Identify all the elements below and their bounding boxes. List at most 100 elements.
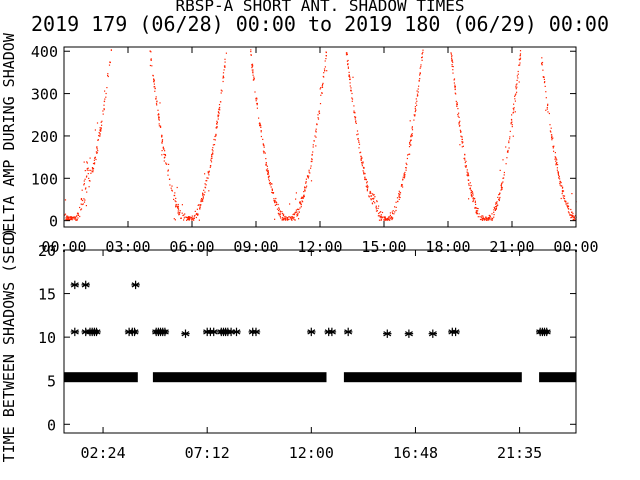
delta-amp-point [73, 218, 75, 220]
delta-amp-point [411, 135, 413, 137]
delta-amp-point [262, 143, 264, 145]
delta-amp-point [346, 60, 348, 62]
time-between-shadows-point [307, 327, 316, 337]
delta-amp-point [83, 180, 85, 182]
delta-amp-point [67, 218, 69, 220]
delta-amp-point [376, 200, 378, 202]
delta-amp-point [315, 131, 317, 133]
delta-amp-point [84, 178, 86, 180]
delta-amp-point [392, 210, 394, 212]
delta-amp-point [285, 218, 287, 220]
delta-amp-point [100, 130, 102, 132]
delta-amp-point [260, 131, 262, 133]
delta-amp-point [404, 174, 406, 176]
delta-amp-point [186, 218, 189, 221]
time-between-shadows-y-axis-label: TIME BETWEEN SHADOWS (SEC) [0, 228, 18, 463]
delta-amp-point [313, 140, 315, 142]
delta-amp-point [409, 153, 411, 155]
delta-amp-point [559, 182, 561, 185]
delta-amp-point [216, 120, 218, 122]
delta-amp-point [90, 169, 92, 171]
delta-amp-point [267, 173, 269, 175]
delta-amp-point [263, 151, 265, 153]
delta-amp-point [268, 175, 270, 177]
delta-amp-point [474, 207, 476, 209]
delta-amp-point [415, 98, 417, 100]
delta-amp-point [355, 122, 357, 124]
delta-amp-point [387, 217, 389, 219]
delta-amp-point [300, 206, 302, 208]
delta-amp-point [150, 59, 152, 61]
delta-amp-point [211, 154, 213, 156]
delta-amp-point [470, 185, 472, 187]
delta-amp-point [268, 178, 270, 180]
figure-title: RBSP-A SHORT ANT. SHADOW TIMES [176, 0, 465, 15]
delta-amp-point [467, 172, 469, 174]
delta-amp-point [481, 215, 483, 217]
delta-amp-point [459, 144, 461, 146]
delta-amp-point [92, 167, 94, 169]
delta-amp-point [69, 216, 71, 218]
delta-amp-point [386, 219, 388, 221]
delta-amp-point [404, 175, 406, 177]
delta-amp-point [351, 97, 353, 99]
delta-amp-point [212, 153, 214, 155]
delta-amp-point [354, 118, 356, 120]
delta-amp-point [454, 84, 456, 86]
delta-amp-point [274, 202, 276, 204]
delta-amp-point [305, 178, 307, 180]
delta-amp-point [571, 215, 573, 217]
delta-amp-point [213, 144, 216, 146]
delta-amp-point [381, 211, 384, 214]
delta-amp-point [351, 100, 353, 102]
delta-amp-point [515, 93, 517, 95]
delta-amp-point [77, 217, 79, 219]
delta-amp-point [560, 197, 562, 200]
delta-amp-point [458, 116, 460, 118]
delta-amp-point [502, 177, 504, 179]
delta-amp-point [414, 115, 416, 117]
delta-amp-point [292, 216, 294, 218]
delta-amp-point [488, 219, 490, 221]
delta-amp-point [418, 80, 420, 82]
time-between-shadows-point [344, 327, 353, 337]
delta-amp-point [321, 86, 324, 88]
delta-amp-point [267, 170, 269, 172]
delta-amp-point [380, 217, 382, 219]
delta-amp-point [315, 145, 317, 147]
delta-amp-point [93, 159, 95, 161]
delta-amp-point [83, 198, 85, 200]
delta-amp-point [568, 208, 570, 210]
delta-amp-point [551, 136, 553, 139]
delta-amp-point [489, 218, 491, 220]
delta-amp-point [495, 203, 497, 205]
time-between-shadows-point [451, 327, 460, 337]
delta-amp-point [398, 193, 400, 195]
delta-amp-point [274, 199, 276, 201]
delta-amp-point [375, 210, 378, 212]
delta-amp-point [565, 200, 567, 202]
delta-amp-point [482, 215, 484, 217]
delta-amp-point [380, 216, 382, 218]
delta-amp-point [284, 219, 286, 221]
delta-amp-point [86, 169, 88, 171]
delta-amp-point [269, 182, 271, 184]
delta-amp-point [88, 186, 90, 188]
delta-amp-point [373, 197, 375, 199]
delta-amp-point [489, 217, 491, 219]
delta-amp-point [516, 83, 518, 85]
delta-amp-point [299, 201, 301, 204]
delta-amp-point [348, 74, 350, 76]
delta-amp-point [550, 131, 552, 133]
delta-amp-point [349, 82, 351, 84]
delta-amp-point [302, 197, 304, 199]
delta-amp-point [100, 129, 102, 131]
delta-amp-point [500, 184, 502, 186]
delta-amp-y-tick-label: 200 [31, 128, 58, 146]
delta-amp-point [279, 216, 281, 218]
delta-amp-point [67, 219, 69, 221]
delta-amp-point [375, 208, 377, 210]
delta-amp-point [273, 198, 275, 200]
delta-amp-point [279, 210, 281, 212]
delta-amp-point [173, 218, 175, 220]
